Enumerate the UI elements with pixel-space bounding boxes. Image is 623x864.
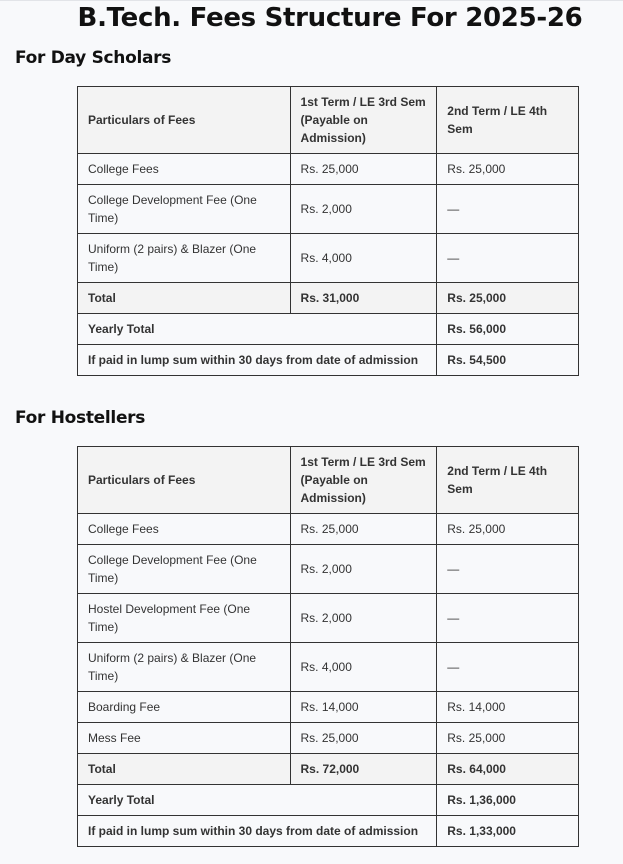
total-term2: Rs. 64,000 [436, 753, 579, 785]
header-particulars: Particulars of Fees [77, 446, 291, 514]
fee-term1: Rs. 25,000 [289, 722, 438, 754]
header-term1: 1st Term / LE 3rd Sem (Payable on Admiss… [289, 86, 438, 154]
fee-term1: Rs. 2,000 [289, 593, 438, 643]
fee-term1: Rs. 4,000 [289, 233, 438, 283]
lump-sum-value: Rs. 1,33,000 [436, 815, 579, 847]
fee-term1: Rs. 25,000 [289, 513, 438, 545]
fee-label: College Fees [77, 513, 291, 545]
fee-label: Hostel Development Fee (One Time) [77, 593, 291, 643]
fee-label: Uniform (2 pairs) & Blazer (One Time) [77, 642, 291, 692]
fee-label: College Development Fee (One Time) [77, 544, 291, 594]
fee-label: College Fees [77, 153, 291, 185]
fee-term2: — [436, 233, 579, 283]
table-row: Uniform (2 pairs) & Blazer (One Time) Rs.… [77, 642, 579, 692]
table-row: Boarding Fee Rs. 14,000 Rs. 14,000 [77, 691, 579, 723]
fee-term2: — [436, 544, 579, 594]
total-row: Total Rs. 72,000 Rs. 64,000 [77, 753, 579, 785]
total-label: Total [77, 753, 291, 785]
header-term2: 2nd Term / LE 4th Sem [436, 86, 579, 154]
table-row: College Fees Rs. 25,000 Rs. 25,000 [77, 513, 579, 545]
hostellers-fee-table: Particulars of Fees 1st Term / LE 3rd Se… [76, 446, 579, 847]
yearly-total-value: Rs. 56,000 [436, 313, 579, 345]
table-row: Hostel Development Fee (One Time) Rs. 2,0… [77, 593, 579, 643]
fee-term2: Rs. 25,000 [436, 153, 579, 185]
lump-sum-row: If paid in lump sum within 30 days from … [76, 344, 579, 376]
fee-label: Uniform (2 pairs) & Blazer (One Time) [77, 233, 291, 283]
header-term2: 2nd Term / LE 4th Sem [436, 446, 579, 514]
total-term1: Rs. 31,000 [289, 282, 438, 314]
yearly-total-label: Yearly Total [76, 784, 438, 816]
fee-term1: Rs. 25,000 [289, 153, 438, 185]
fee-term1: Rs. 14,000 [289, 691, 438, 723]
fee-term2: — [436, 593, 579, 643]
lump-sum-value: Rs. 54,500 [436, 344, 579, 376]
total-label: Total [77, 282, 291, 314]
total-row: Total Rs. 31,000 Rs. 25,000 [77, 282, 579, 314]
fee-term2: — [436, 184, 579, 234]
fee-term2: Rs. 14,000 [436, 691, 579, 723]
header-term1: 1st Term / LE 3rd Sem (Payable on Admiss… [289, 446, 438, 514]
fee-term1: Rs. 2,000 [289, 544, 438, 594]
total-term1: Rs. 72,000 [289, 753, 438, 785]
table-row: College Development Fee (One Time) Rs. 2,… [77, 544, 579, 594]
lump-sum-label: If paid in lump sum within 30 days from … [76, 815, 438, 847]
fee-term2: — [436, 642, 579, 692]
table-row: College Fees Rs. 25,000 Rs. 25,000 [77, 153, 579, 185]
fee-label: College Development Fee (One Time) [77, 184, 291, 234]
fee-label: Boarding Fee [77, 691, 291, 723]
table-header-row: Particulars of Fees 1st Term / LE 3rd Se… [77, 446, 579, 514]
lump-sum-row: If paid in lump sum within 30 days from … [76, 815, 579, 847]
lump-sum-label: If paid in lump sum within 30 days from … [76, 344, 438, 376]
yearly-total-row: Yearly Total Rs. 1,36,000 [76, 784, 579, 816]
header-particulars: Particulars of Fees [77, 86, 291, 154]
day-scholars-heading: For Day Scholars [15, 48, 172, 68]
table-row: College Development Fee (One Time) Rs. 2,… [77, 184, 579, 234]
fee-term2: Rs. 25,000 [436, 722, 579, 754]
day-scholars-fee-table: Particulars of Fees 1st Term / LE 3rd Se… [76, 86, 579, 376]
table-row: Uniform (2 pairs) & Blazer (One Time) Rs.… [77, 233, 579, 283]
total-term2: Rs. 25,000 [436, 282, 579, 314]
table-header-row: Particulars of Fees 1st Term / LE 3rd Se… [77, 86, 579, 154]
yearly-total-row: Yearly Total Rs. 56,000 [76, 313, 579, 345]
fee-label: Mess Fee [77, 722, 291, 754]
fee-term2: Rs. 25,000 [436, 513, 579, 545]
table-row: Mess Fee Rs. 25,000 Rs. 25,000 [77, 722, 579, 754]
hostellers-heading: For Hostellers [15, 408, 146, 428]
fee-term1: Rs. 4,000 [289, 642, 438, 692]
yearly-total-value: Rs. 1,36,000 [436, 784, 579, 816]
yearly-total-label: Yearly Total [76, 313, 438, 345]
page-title: B.Tech. Fees Structure For 2025-26 [77, 3, 583, 33]
fee-term1: Rs. 2,000 [289, 184, 438, 234]
